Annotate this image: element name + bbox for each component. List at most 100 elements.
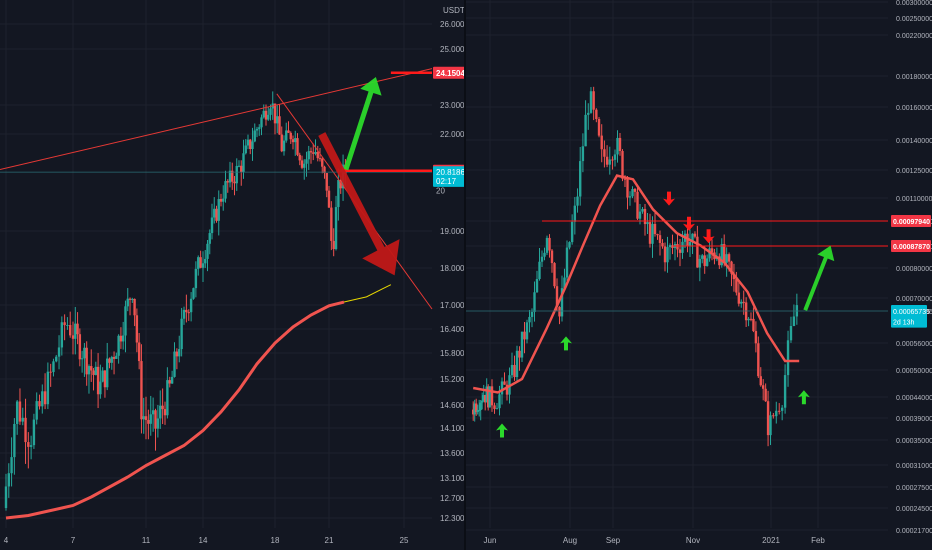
candle-body <box>332 240 335 250</box>
price-tick-label: 14.6000 <box>440 401 464 410</box>
candle-body <box>32 419 36 446</box>
candle-body <box>641 208 644 212</box>
candle-body <box>589 91 593 113</box>
candle-body <box>219 198 223 202</box>
candle-body <box>538 261 541 280</box>
price-tick-label: 0.00110000 <box>896 196 932 203</box>
candle-body <box>592 91 595 110</box>
panel-divider[interactable] <box>464 0 466 550</box>
candle-body <box>520 331 524 358</box>
time-tick-label: 4 <box>4 536 9 545</box>
candle-body <box>170 376 174 384</box>
buy-signal-arrow-shape <box>560 336 572 351</box>
price-tick-label: 26.0000 <box>440 20 464 29</box>
price-label-box <box>891 240 931 252</box>
left-price-chart[interactable]: USDT 26.0000 25.0000 23.0000 22.0000 19.0000… <box>0 0 464 550</box>
candle-body <box>555 286 559 308</box>
right-candles <box>472 86 799 447</box>
candle-body <box>487 386 490 408</box>
candle-body <box>710 248 714 253</box>
candle-body <box>307 151 310 160</box>
candle-body <box>701 255 704 259</box>
candle-body <box>41 391 44 407</box>
candle-body <box>161 405 164 410</box>
candle-body <box>199 257 202 268</box>
candle-body <box>314 151 317 154</box>
time-tick-label: 11 <box>142 536 151 545</box>
moving-average-line <box>5 300 345 520</box>
candle-body <box>330 207 333 241</box>
candle-body <box>740 301 743 304</box>
candle-body <box>192 288 195 299</box>
candle-body <box>653 223 657 235</box>
candle-body <box>289 132 292 140</box>
candle-body <box>90 366 93 371</box>
price-tick-label: 0.00250000 <box>896 16 932 23</box>
candle-body <box>636 191 639 219</box>
candle-body <box>693 233 697 237</box>
time-tick-label: 2021 <box>762 536 780 545</box>
price-tick-label: 25.0000 <box>440 45 464 54</box>
right-grid <box>466 0 888 531</box>
bullish-arrow <box>803 245 835 311</box>
candle-body <box>226 181 229 183</box>
candle-body <box>543 252 546 257</box>
candle-body <box>108 358 111 363</box>
candle-body <box>563 277 566 289</box>
right-time-axis[interactable]: Jun Aug Sep Nov 2021 Feb <box>484 536 826 545</box>
candle-body <box>43 391 47 405</box>
candle-body <box>766 401 770 436</box>
candle-body <box>611 159 614 161</box>
price-tick-label: 0.00024500 <box>896 506 932 513</box>
price-tick-label: 15.2000 <box>440 375 464 384</box>
candle-body <box>510 364 514 376</box>
candle-body <box>101 370 104 382</box>
candle-body <box>201 263 205 268</box>
candle-body <box>676 243 679 250</box>
candle-body <box>500 381 504 395</box>
candle-body <box>325 172 328 191</box>
candle-body <box>783 375 787 408</box>
candle-body <box>246 139 250 146</box>
candle-body <box>533 292 536 312</box>
candle-body <box>769 415 772 436</box>
candle-body <box>579 161 582 197</box>
candle-body <box>96 366 100 395</box>
left-price-axis[interactable]: USDT 26.0000 25.0000 23.0000 22.0000 19.0000… <box>433 6 464 523</box>
price-tick-label: 19.0000 <box>440 227 464 236</box>
candle-body <box>661 242 664 247</box>
candle-body <box>772 415 775 417</box>
left-time-axis[interactable]: 4 7 11 14 18 21 25 <box>4 536 409 545</box>
candle-body <box>13 423 16 458</box>
candle-body <box>608 159 611 165</box>
candle-body <box>479 402 482 410</box>
candle-body <box>110 357 113 363</box>
candle-body <box>581 146 585 162</box>
candle-body <box>792 316 796 326</box>
left-annotations <box>0 68 433 520</box>
candle-body <box>215 208 218 221</box>
candle-body <box>705 258 709 267</box>
candle-body <box>142 416 145 420</box>
candle-body <box>159 405 162 419</box>
candle-body <box>631 189 634 197</box>
right-price-chart[interactable]: 0.00300000 0.00250000 0.00220000 0.00180000… <box>466 0 932 550</box>
candle-body <box>316 151 319 159</box>
candle-body <box>759 376 762 386</box>
candle-body <box>742 301 745 303</box>
candle-body <box>276 116 279 124</box>
right-price-axis[interactable]: 0.00300000 0.00250000 0.00220000 0.00180000… <box>891 0 932 535</box>
candle-body <box>603 149 606 157</box>
time-tick-label: Feb <box>811 536 825 545</box>
candle-body <box>490 386 494 406</box>
candle-body <box>548 237 551 251</box>
candle-body <box>334 207 338 250</box>
time-tick-label: 25 <box>400 536 409 545</box>
candle-body <box>671 245 674 249</box>
candle-body <box>147 419 150 424</box>
candle-body <box>495 408 499 410</box>
candle-body <box>472 409 475 415</box>
price-tick-label: 0.00125000 <box>896 168 932 175</box>
price-tick-label: 0.00140000 <box>896 138 932 145</box>
candle-body <box>294 138 297 143</box>
